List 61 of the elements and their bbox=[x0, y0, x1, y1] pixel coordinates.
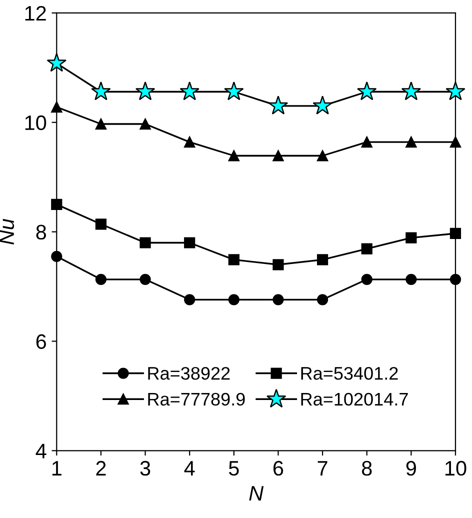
point bbox=[228, 150, 240, 162]
point bbox=[140, 274, 151, 285]
legend-label: Ra=77789.9 bbox=[148, 392, 245, 406]
x-tick-label: 9 bbox=[406, 460, 416, 476]
x-axis-title: N bbox=[249, 486, 264, 500]
point bbox=[46, 52, 67, 72]
point bbox=[406, 232, 417, 244]
point bbox=[184, 237, 196, 248]
point bbox=[361, 243, 372, 254]
point bbox=[272, 150, 284, 162]
point bbox=[184, 136, 196, 148]
point bbox=[272, 259, 284, 270]
point bbox=[446, 81, 466, 100]
x-tick-label: 10 bbox=[445, 460, 466, 476]
point bbox=[450, 274, 462, 285]
point bbox=[95, 274, 107, 285]
point bbox=[228, 254, 240, 266]
point bbox=[95, 118, 107, 130]
point bbox=[356, 81, 377, 100]
point bbox=[228, 294, 240, 306]
point bbox=[316, 150, 328, 162]
x-tick-label: 6 bbox=[273, 460, 284, 476]
point bbox=[140, 237, 151, 248]
legend-label: Ra=38922 bbox=[148, 366, 230, 380]
x-tick-label: 3 bbox=[140, 460, 150, 476]
y-axis-title: Nu bbox=[0, 218, 14, 244]
point bbox=[135, 81, 156, 100]
x-tick-label: 5 bbox=[228, 461, 239, 476]
point bbox=[406, 274, 417, 285]
point bbox=[272, 294, 284, 306]
point bbox=[180, 81, 200, 100]
point bbox=[184, 294, 196, 306]
y-tick-label: 10 bbox=[25, 115, 46, 130]
point bbox=[91, 81, 111, 100]
x-tick-label: 1 bbox=[52, 461, 62, 476]
legend-label: Ra=53401.2 bbox=[301, 366, 398, 380]
x-tick-label: 4 bbox=[184, 461, 195, 476]
x-tick-label: 8 bbox=[362, 460, 372, 476]
point bbox=[140, 118, 151, 130]
point bbox=[450, 228, 462, 239]
point bbox=[51, 250, 62, 262]
x-tick-label: 2 bbox=[96, 460, 106, 476]
point bbox=[361, 274, 372, 285]
point bbox=[224, 81, 244, 100]
point bbox=[312, 96, 332, 114]
legend-label: Ra=102014.7 bbox=[301, 392, 408, 406]
point bbox=[401, 81, 422, 100]
point bbox=[361, 136, 372, 148]
point bbox=[316, 294, 328, 306]
point bbox=[268, 96, 288, 114]
point bbox=[316, 254, 328, 266]
y-tick-label: 4 bbox=[36, 444, 46, 458]
point bbox=[406, 136, 417, 148]
point bbox=[95, 218, 107, 230]
point bbox=[51, 198, 62, 210]
point bbox=[450, 136, 462, 148]
y-tick-label: 8 bbox=[36, 224, 46, 240]
point bbox=[51, 102, 62, 113]
x-tick-label: 7 bbox=[318, 461, 328, 476]
y-tick-label: 12 bbox=[25, 6, 46, 20]
y-tick-label: 6 bbox=[36, 334, 46, 349]
